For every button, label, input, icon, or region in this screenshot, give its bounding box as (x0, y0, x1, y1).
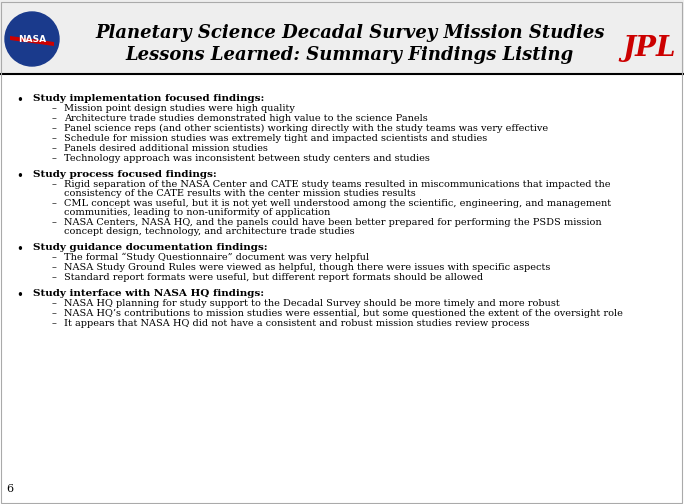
Text: It appears that NASA HQ did not have a consistent and robust mission studies rev: It appears that NASA HQ did not have a c… (64, 319, 529, 328)
Text: consistency of the CATE results with the center mission studies results: consistency of the CATE results with the… (64, 189, 416, 198)
Text: CML concept was useful, but it is not yet well understood among the scientific, : CML concept was useful, but it is not ye… (64, 199, 611, 208)
Text: JPL: JPL (622, 35, 676, 62)
Text: Technology approach was inconsistent between study centers and studies: Technology approach was inconsistent bet… (64, 154, 430, 163)
Text: The formal “Study Questionnaire” document was very helpful: The formal “Study Questionnaire” documen… (64, 253, 369, 262)
Text: –: – (52, 299, 57, 308)
Text: NASA Centers, NASA HQ, and the panels could have been better prepared for perfor: NASA Centers, NASA HQ, and the panels co… (64, 218, 602, 227)
Text: NASA Study Ground Rules were viewed as helpful, though there were issues with sp: NASA Study Ground Rules were viewed as h… (64, 263, 551, 272)
Text: –: – (52, 309, 57, 318)
Text: –: – (52, 319, 57, 328)
Text: –: – (52, 180, 57, 189)
Text: •: • (16, 94, 23, 107)
Text: Study guidance documentation findings:: Study guidance documentation findings: (33, 243, 267, 252)
Text: –: – (52, 124, 57, 133)
Text: Mission point design studies were high quality: Mission point design studies were high q… (64, 104, 295, 113)
Text: –: – (52, 253, 57, 262)
Text: –: – (52, 154, 57, 163)
Text: communities, leading to non-uniformity of application: communities, leading to non-uniformity o… (64, 208, 330, 217)
Text: Architecture trade studies demonstrated high value to the science Panels: Architecture trade studies demonstrated … (64, 114, 428, 123)
Text: Panels desired additional mission studies: Panels desired additional mission studie… (64, 144, 268, 153)
Text: –: – (52, 199, 57, 208)
Bar (0, 0, 684, 74)
Text: Rigid separation of the NASA Center and CATE study teams resulted in miscommunic: Rigid separation of the NASA Center and … (64, 180, 611, 189)
Text: Lessons Learned: Summary Findings Listing: Lessons Learned: Summary Findings Listin… (126, 46, 574, 64)
Text: Study implementation focused findings:: Study implementation focused findings: (33, 94, 265, 103)
Text: 6: 6 (6, 484, 13, 494)
Text: Study process focused findings:: Study process focused findings: (33, 170, 217, 179)
Text: –: – (52, 263, 57, 272)
Text: –: – (52, 144, 57, 153)
Text: Schedule for mission studies was extremely tight and impacted scientists and stu: Schedule for mission studies was extreme… (64, 134, 487, 143)
Text: NASA HQ’s contributions to mission studies were essential, but some questioned t: NASA HQ’s contributions to mission studi… (64, 309, 623, 318)
Circle shape (5, 12, 59, 66)
Text: –: – (52, 218, 57, 227)
Text: –: – (52, 273, 57, 282)
Text: –: – (52, 134, 57, 143)
Text: •: • (16, 289, 23, 302)
Text: Standard report formats were useful, but different report formats should be allo: Standard report formats were useful, but… (64, 273, 483, 282)
Text: •: • (16, 170, 23, 183)
Text: Study interface with NASA HQ findings:: Study interface with NASA HQ findings: (33, 289, 264, 298)
Polygon shape (10, 36, 54, 46)
Text: NASA: NASA (18, 34, 46, 43)
Text: NASA HQ planning for study support to the Decadal Survey should be more timely a: NASA HQ planning for study support to th… (64, 299, 560, 308)
Text: concept design, technology, and architecture trade studies: concept design, technology, and architec… (64, 227, 354, 236)
Text: •: • (16, 243, 23, 256)
Text: Panel science reps (and other scientists) working directly with the study teams : Panel science reps (and other scientists… (64, 124, 548, 133)
Text: –: – (52, 114, 57, 123)
Text: Planetary Science Decadal Survey Mission Studies: Planetary Science Decadal Survey Mission… (95, 24, 605, 42)
Text: –: – (52, 104, 57, 113)
